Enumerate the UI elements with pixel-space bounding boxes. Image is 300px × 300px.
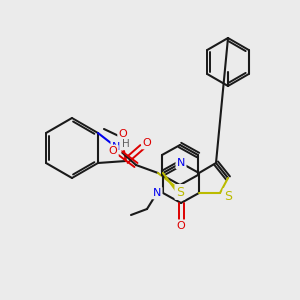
Text: S: S (176, 185, 184, 199)
Text: N: N (177, 158, 185, 168)
Text: O: O (142, 138, 152, 148)
Text: O: O (109, 146, 117, 156)
Text: H: H (122, 139, 130, 149)
Text: O: O (118, 129, 127, 139)
Text: N: N (153, 188, 161, 198)
Text: O: O (177, 221, 185, 231)
Text: S: S (224, 190, 232, 202)
Text: N: N (112, 142, 120, 152)
